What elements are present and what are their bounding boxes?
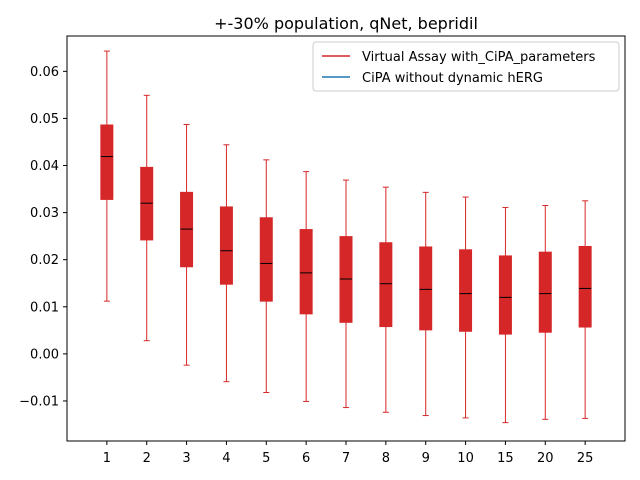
- plot-frame: [66, 35, 626, 442]
- box-9: [419, 191, 433, 417]
- legend-label-cipa: CiPA without dynamic hERG: [362, 71, 543, 86]
- y-tick-label: 0.06: [30, 65, 59, 80]
- box-20: [538, 205, 552, 420]
- x-tick-label: 8: [382, 451, 390, 466]
- x-tick-label: 15: [497, 451, 514, 466]
- box-5: [259, 159, 273, 393]
- x-tick-label: 2: [143, 451, 151, 466]
- box-3: [180, 124, 194, 366]
- y-tick-label: 0.02: [30, 253, 59, 268]
- legend: Virtual Assay with_CiPA_parameters CiPA …: [312, 41, 620, 92]
- box-body: [100, 124, 114, 200]
- x-tick-label: 3: [182, 451, 190, 466]
- chart-title: +-30% population, qNet, bepridil: [214, 14, 478, 33]
- box-1: [100, 50, 114, 302]
- y-tick-label: 0.01: [30, 300, 59, 315]
- box-body: [259, 217, 273, 302]
- y-tick-label: −0.01: [19, 394, 59, 409]
- box-4: [219, 144, 233, 383]
- y-tick-label: 0.04: [30, 159, 59, 174]
- box-body: [419, 246, 433, 331]
- box-15: [498, 206, 512, 424]
- x-tick-label: 6: [302, 451, 310, 466]
- box-body: [498, 255, 512, 335]
- box-body: [219, 206, 233, 285]
- y-tick-label: 0.03: [30, 206, 59, 221]
- box-8: [379, 186, 393, 413]
- boxes-layer: [100, 50, 592, 424]
- y-tick-label: 0.05: [30, 112, 59, 127]
- legend-label-virtual-assay: Virtual Assay with_CiPA_parameters: [362, 50, 596, 65]
- x-tick-label: 7: [342, 451, 350, 466]
- box-body: [538, 251, 552, 333]
- box-10: [459, 196, 473, 419]
- legend-frame: [312, 41, 620, 92]
- box-6: [299, 171, 313, 402]
- box-25: [578, 200, 592, 419]
- box-7: [339, 179, 353, 409]
- x-tick-label: 10: [457, 451, 474, 466]
- box-2: [140, 94, 154, 342]
- ticks-layer: −0.01 0.00 0.01 0.02 0.03 0.04 0.05 0.06 1 2 3 4 5 6 7…: [19, 65, 593, 466]
- box-body: [578, 246, 592, 328]
- x-tick-label: 25: [577, 451, 594, 466]
- box-body: [299, 229, 313, 315]
- x-tick-label: 9: [422, 451, 430, 466]
- y-tick-label: 0.00: [30, 347, 59, 362]
- x-tick-label: 5: [262, 451, 270, 466]
- x-tick-label: 1: [103, 451, 111, 466]
- x-tick-label: 4: [222, 451, 230, 466]
- x-tick-label: 20: [537, 451, 554, 466]
- box-body: [459, 249, 473, 332]
- box-body: [379, 242, 393, 328]
